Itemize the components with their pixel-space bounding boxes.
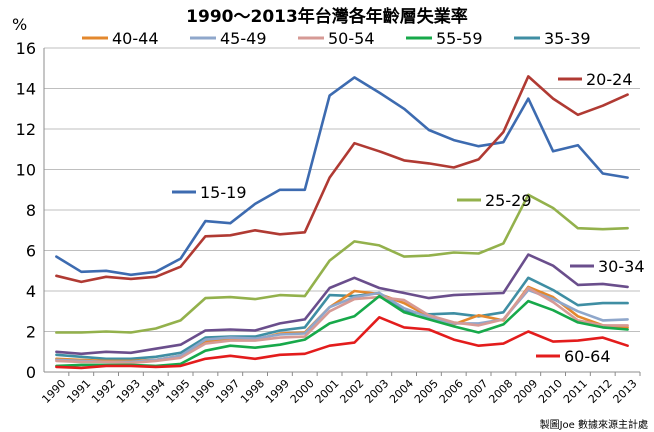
- legend-label-40-44: 40-44: [112, 29, 159, 48]
- x-axis-ticks: 1990199119921993199419951996199719981999…: [39, 372, 641, 406]
- y-tick-label: 0: [26, 363, 36, 382]
- x-tick-label: 2005: [412, 377, 441, 406]
- legend: 40-44 45-49 50-54 55-59 35-39: [82, 29, 591, 48]
- legend-label-55-59: 55-59: [436, 29, 483, 48]
- inline-series-labels: 15-19 20-24 25-29 30-34 60-64: [172, 70, 645, 366]
- y-tick-label: 10: [16, 161, 36, 180]
- x-tick-label: 2004: [387, 377, 416, 406]
- x-tick-label: 2010: [536, 377, 565, 406]
- y-tick-label: 12: [16, 120, 36, 139]
- series-line-50-54: [55, 286, 629, 365]
- x-tick-label: 1998: [238, 377, 267, 406]
- y-tick-label: 8: [26, 201, 36, 220]
- x-tick-label: 1994: [139, 377, 168, 406]
- x-tick-label: 1993: [114, 377, 143, 406]
- inline-label-25-29: 25-29: [485, 191, 532, 210]
- legend-label-45-49: 45-49: [220, 29, 267, 48]
- inline-label-15-19: 15-19: [200, 183, 247, 202]
- y-tick-label: 14: [16, 80, 36, 99]
- legend-label-50-54: 50-54: [328, 29, 375, 48]
- y-axis-ticks: 0 2 4 6 8 10 12 14 16: [16, 39, 36, 382]
- y-axis-unit-label: %: [12, 15, 27, 34]
- y-tick-label: 16: [16, 39, 36, 58]
- inline-label-30-34: 30-34: [598, 257, 645, 276]
- x-tick-label: 1997: [213, 377, 242, 406]
- chart-credit: 製圖Joe 數據來源主計處: [540, 418, 648, 431]
- inline-label-60-64: 60-64: [564, 347, 611, 366]
- x-tick-label: 1992: [89, 377, 118, 406]
- series-line-60-64: [55, 315, 629, 370]
- series-line-15-19: [55, 76, 629, 277]
- x-tick-label: 2009: [511, 377, 540, 406]
- series-line-30-34: [55, 253, 629, 356]
- x-tick-label: 2001: [313, 377, 342, 406]
- x-tick-label: 2006: [437, 377, 466, 406]
- x-tick-label: 1995: [164, 377, 193, 406]
- y-tick-label: 2: [26, 323, 36, 342]
- x-tick-label: 2003: [362, 377, 391, 406]
- legend-label-35-39: 35-39: [544, 29, 591, 48]
- inline-label-20-24: 20-24: [586, 70, 633, 89]
- series-line-25-29: [55, 193, 629, 334]
- series-line-20-24: [55, 75, 629, 284]
- x-tick-label: 1996: [188, 377, 217, 406]
- y-tick-label: 6: [26, 242, 36, 261]
- series-lines: [55, 75, 629, 370]
- x-tick-label: 1991: [64, 377, 93, 406]
- x-tick-label: 1990: [39, 377, 68, 406]
- chart-title: 1990～2013年台灣各年齡層失業率: [186, 6, 468, 27]
- x-tick-label: 2002: [337, 377, 366, 406]
- x-tick-label: 2007: [462, 377, 491, 406]
- x-tick-label: 2000: [288, 377, 317, 406]
- series-line-35-39: [55, 276, 629, 361]
- x-tick-label: 1999: [263, 377, 292, 406]
- x-tick-label: 2011: [561, 377, 590, 406]
- x-tick-label: 2012: [586, 377, 615, 406]
- x-tick-label: 2013: [611, 377, 640, 406]
- y-tick-label: 4: [26, 282, 36, 301]
- x-tick-label: 2008: [486, 377, 515, 406]
